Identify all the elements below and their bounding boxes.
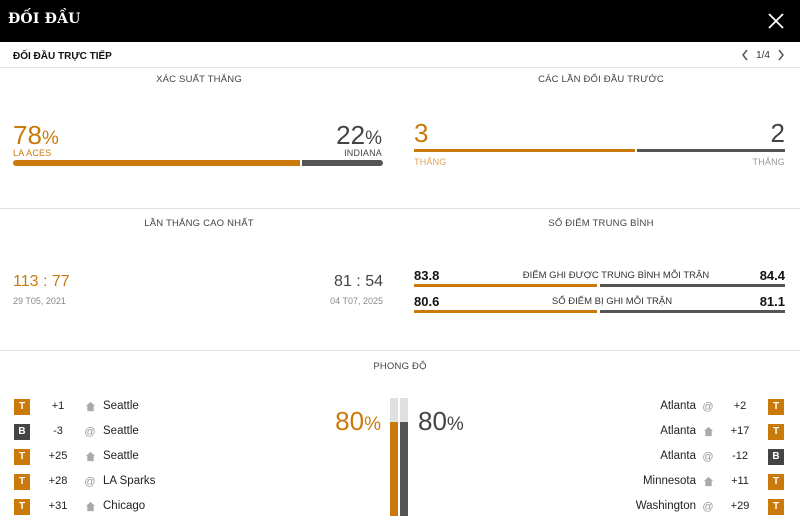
form-row: T +31 Chicago: [0, 498, 800, 516]
result-badge: T: [768, 499, 784, 515]
h2h-label: ĐỐI ĐẦU TRỰC TIẾP: [13, 51, 112, 62]
opponent-name: Seattle: [103, 450, 139, 462]
win-prob-right-bar: [302, 160, 383, 166]
score-diff: +31: [48, 500, 68, 512]
avg-row1-right: 84.4: [759, 268, 785, 283]
score-diff: +2: [733, 400, 747, 412]
avg-row2-label: SỐ ĐIỂM BỊ GHI MỖI TRẬN: [551, 296, 673, 307]
result-badge: B: [768, 449, 784, 465]
biggest-win-title: LẦN THẮNG CAO NHẤT: [144, 218, 254, 229]
divider: [0, 208, 800, 209]
opponent-name: Atlanta: [660, 450, 696, 462]
result-badge: T: [768, 424, 784, 440]
previous-left-label: THẮNG: [414, 157, 447, 167]
form-row: T +28 @ LA Sparks: [0, 473, 800, 491]
opponent-name: Seattle: [103, 425, 139, 437]
score-diff: -3: [53, 425, 63, 437]
win-prob-right-team: INDIANA: [344, 148, 382, 158]
score-diff: +28: [48, 475, 68, 487]
biggest-win-right-score: 81 : 54: [334, 273, 383, 290]
score-diff: -12: [732, 450, 748, 462]
avg-points-title: SỐ ĐIỂM TRUNG BÌNH: [548, 218, 654, 229]
score-diff: +29: [730, 500, 750, 512]
result-badge: T: [14, 499, 30, 515]
at-sign-icon: @: [84, 426, 96, 438]
previous-title: CÁC LẦN ĐỐI ĐẦU TRƯỚC: [538, 74, 664, 85]
opponent-name: Atlanta: [660, 400, 696, 412]
at-sign-icon: @: [702, 501, 714, 513]
score-diff: +17: [730, 425, 750, 437]
opponent-name: Atlanta: [660, 425, 696, 437]
previous-left-value: 3: [414, 118, 429, 148]
result-badge: T: [14, 449, 30, 465]
pager: 1/4: [740, 48, 786, 62]
form-right-pct: 80%: [418, 406, 464, 436]
biggest-win-left-date: 29 T05, 2021: [13, 296, 66, 306]
form-row: Atlanta @ -12 B: [0, 448, 800, 466]
win-prob-left-value: 78%: [13, 120, 59, 150]
form-left-pct: 80%: [335, 406, 381, 436]
result-badge: T: [768, 474, 784, 490]
h2h-subheader: ĐỐI ĐẦU TRỰC TIẾP 1/4: [0, 42, 800, 68]
win-prob-left-bar: [13, 160, 300, 166]
previous-right-label: THẮNG: [752, 157, 785, 167]
result-badge: B: [14, 424, 30, 440]
avg-row1-left: 83.8: [414, 268, 440, 283]
form-row: T +1 Seattle: [0, 398, 800, 416]
form-row: Washington @ +29 T: [0, 498, 800, 516]
form-row: B -3 @ Seattle: [0, 423, 800, 441]
score-diff: +1: [51, 400, 65, 412]
opponent-name: Chicago: [103, 500, 146, 512]
form-row: Atlanta +17 T: [0, 423, 800, 441]
home-icon: [84, 401, 96, 413]
at-sign-icon: @: [84, 476, 96, 488]
at-sign-icon: @: [702, 451, 714, 463]
home-icon: [702, 426, 714, 438]
previous-right-bar: [637, 149, 785, 152]
avg-row1-label: ĐIỂM GHI ĐƯỢC TRUNG BÌNH MỖI TRẬN: [522, 270, 710, 281]
home-icon: [84, 451, 96, 463]
previous-right-value: 2: [770, 118, 785, 148]
win-prob-right-value: 22%: [336, 120, 382, 150]
home-icon: [84, 501, 96, 513]
avg-row2-right-bar: [600, 310, 785, 313]
opponent-name: Seattle: [103, 400, 139, 412]
result-badge: T: [14, 399, 30, 415]
avg-row1-right-bar: [600, 284, 785, 287]
result-badge: T: [14, 474, 30, 490]
form-title: PHONG ĐỘ: [373, 361, 427, 372]
chevron-right-icon[interactable]: [776, 48, 786, 62]
page-indicator: 1/4: [756, 49, 770, 61]
previous-left-bar: [414, 149, 635, 152]
avg-row1-left-bar: [414, 284, 597, 287]
modal-header: ĐỐI ĐẦU: [0, 0, 800, 42]
biggest-win-left-score: 113 : 77: [13, 273, 70, 290]
opponent-name: LA Sparks: [103, 475, 156, 487]
modal-title: ĐỐI ĐẦU: [8, 11, 81, 27]
result-badge: T: [768, 399, 784, 415]
form-row: Atlanta @ +2 T: [0, 398, 800, 416]
form-row: T +25 Seattle: [0, 448, 800, 466]
avg-row2-right: 81.1: [759, 294, 785, 309]
avg-row2-left: 80.6: [414, 294, 440, 309]
chevron-left-icon[interactable]: [740, 48, 750, 62]
divider: [0, 350, 800, 351]
score-diff: +25: [48, 450, 68, 462]
avg-row2-left-bar: [414, 310, 597, 313]
form-row: Minnesota +11 T: [0, 473, 800, 491]
form-right-bar-fill: [400, 422, 408, 516]
win-prob-title: XÁC SUẤT THẮNG: [156, 74, 242, 85]
home-icon: [702, 476, 714, 488]
win-prob-left-team: LA ACES: [13, 148, 52, 158]
score-diff: +11: [731, 475, 749, 487]
biggest-win-right-date: 04 T07, 2025: [330, 296, 383, 306]
at-sign-icon: @: [702, 401, 714, 413]
close-icon[interactable]: [766, 11, 786, 31]
form-left-bar-fill: [390, 422, 398, 516]
opponent-name: Washington: [635, 500, 696, 512]
opponent-name: Minnesota: [642, 475, 696, 487]
